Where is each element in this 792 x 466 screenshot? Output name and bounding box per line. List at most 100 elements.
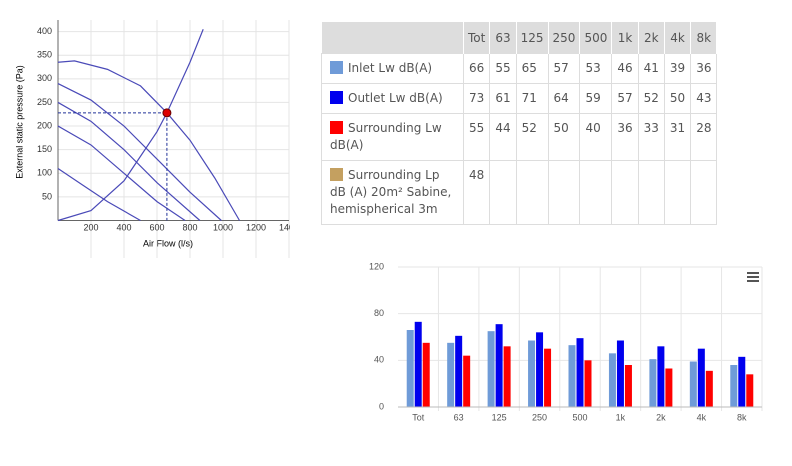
- y-tick-label: 50: [42, 191, 52, 201]
- x-tick-label: 1200: [246, 222, 266, 232]
- empty-cell: [663, 160, 692, 225]
- value-cell: 52: [515, 113, 549, 161]
- row-label: Outlet Lw dB(A): [348, 91, 443, 105]
- x-tick-label: 1k: [616, 412, 626, 422]
- y-tick-label: 200: [37, 120, 52, 130]
- bar: [746, 374, 754, 407]
- bar: [487, 331, 495, 407]
- value-cell: 40: [579, 113, 613, 161]
- bar: [576, 338, 584, 407]
- curve: [57, 101, 201, 221]
- value-cell: 50: [547, 113, 581, 161]
- curve: [57, 60, 241, 221]
- header-cell: 1k: [611, 22, 639, 54]
- bar: [414, 321, 422, 407]
- header-cell: 500: [579, 22, 613, 54]
- empty-cell: [515, 160, 549, 225]
- value-cell: 33: [637, 113, 665, 161]
- bar: [447, 342, 455, 407]
- table-row: Inlet Lw dB(A) 66 55 65 57 53 46 41 39 36: [321, 53, 718, 84]
- value-cell: 36: [690, 53, 718, 84]
- value-cell: 41: [637, 53, 665, 84]
- bar: [584, 360, 592, 407]
- y-tick-label: 120: [369, 261, 384, 271]
- value-cell: 65: [515, 53, 549, 84]
- color-swatch: [330, 121, 343, 134]
- curve: [57, 168, 141, 222]
- value-cell: 36: [611, 113, 639, 161]
- x-axis-label: Air Flow (l/s): [143, 238, 193, 248]
- bar: [649, 359, 657, 407]
- value-cell: 55: [489, 53, 517, 84]
- value-cell: 73: [462, 83, 491, 114]
- value-cell: 52: [637, 83, 665, 114]
- empty-cell: [547, 160, 581, 225]
- empty-cell: [637, 160, 665, 225]
- bar: [544, 348, 552, 407]
- header-cell: 250: [548, 22, 581, 54]
- y-axis-label: External static pressure (Pa): [14, 65, 24, 179]
- x-tick-label: 500: [572, 412, 587, 422]
- bar: [406, 330, 414, 407]
- bar: [689, 361, 697, 407]
- bar: [657, 346, 665, 407]
- header-cell: 125: [516, 22, 549, 54]
- value-cell: 53: [579, 53, 613, 84]
- y-tick-label: 250: [37, 97, 52, 107]
- empty-cell: [579, 160, 613, 225]
- value-cell: 39: [663, 53, 692, 84]
- header-cell: [321, 22, 464, 54]
- header-cell: 4k: [664, 22, 692, 54]
- row-label-cell: Surrounding Lp dB (A) 20m² Sabine, hemis…: [321, 160, 464, 225]
- value-cell: 28: [690, 113, 718, 161]
- bar-chart: 0 40 80 120 Tot 63 125 250 500 1k 2k 4k 8k: [369, 261, 763, 422]
- empty-cell: [690, 160, 718, 225]
- x-tick-label: 1400: [279, 222, 290, 232]
- value-cell: 61: [489, 83, 517, 114]
- x-tick-label: 1000: [213, 222, 233, 232]
- row-label-cell: Surrounding Lw dB(A): [321, 113, 464, 161]
- value-cell: 46: [611, 53, 639, 84]
- bar: [616, 340, 624, 407]
- x-tick-label: 400: [116, 222, 131, 232]
- y-tick-label: 80: [374, 308, 384, 318]
- x-tick-label: Tot: [412, 412, 425, 422]
- header-cell: 63: [489, 22, 517, 54]
- empty-cell: [611, 160, 639, 225]
- value-cell: 59: [579, 83, 613, 114]
- menu-line: [747, 280, 759, 282]
- x-tick-label: 250: [532, 412, 547, 422]
- row-label-cell: Inlet Lw dB(A): [321, 53, 464, 84]
- x-tick-label: 2k: [656, 412, 666, 422]
- curve: [57, 82, 222, 221]
- fan-chart: Air Flow (l/s) External static pressure …: [14, 20, 290, 258]
- bar: [608, 353, 616, 407]
- bar: [536, 332, 544, 407]
- x-tick-label: 63: [454, 412, 464, 422]
- bar: [568, 345, 576, 407]
- x-tick-label: 125: [492, 412, 507, 422]
- value-cell: 31: [663, 113, 692, 161]
- header-cell: 2k: [638, 22, 665, 54]
- value-cell: 50: [663, 83, 692, 114]
- menu-line: [747, 276, 759, 278]
- curve: [57, 29, 204, 222]
- value-cell: 66: [462, 53, 491, 84]
- menu-icon[interactable]: [747, 272, 759, 282]
- bar: [495, 324, 503, 407]
- empty-cell: [489, 160, 517, 225]
- bar: [730, 365, 738, 407]
- y-tick-label: 40: [374, 355, 384, 365]
- x-tick-label: 800: [182, 222, 197, 232]
- y-tick-label: 100: [37, 168, 52, 178]
- y-tick-label: 350: [37, 50, 52, 60]
- bar: [463, 355, 471, 407]
- row-label: Inlet Lw dB(A): [348, 61, 433, 75]
- bar: [665, 368, 673, 407]
- sound-table: Tot 63 125 250 500 1k 2k 4k 8k Inlet Lw dB(A) 66 55…: [321, 22, 718, 225]
- value-cell: 55: [462, 113, 491, 161]
- y-tick-label: 400: [37, 26, 52, 36]
- table-row: Outlet Lw dB(A) 73 61 71 64 59 57 52 50 43: [321, 83, 718, 114]
- row-label: Surrounding Lp dB (A) 20m² Sabine, hemis…: [330, 168, 452, 216]
